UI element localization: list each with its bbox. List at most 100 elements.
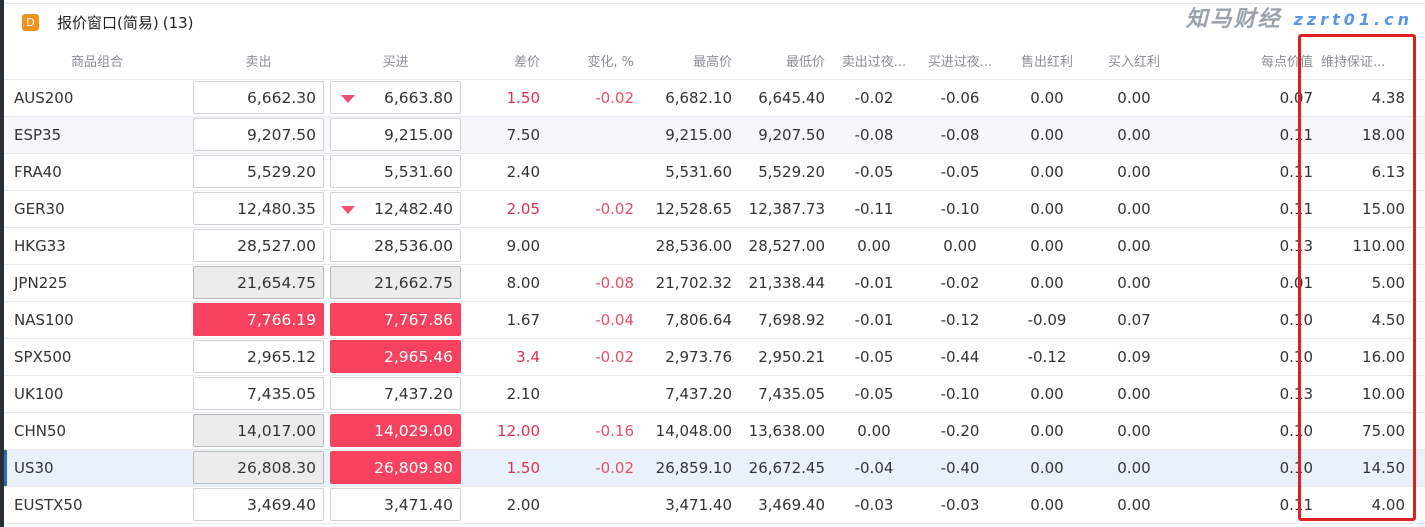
sell-price-button-value: 12,480.35 <box>237 199 316 218</box>
margin: 15.00 <box>1319 190 1425 228</box>
symbol[interactable]: SPX500 <box>4 338 190 376</box>
column-header-high[interactable]: 最高价 <box>640 42 738 80</box>
sell-price-button[interactable]: 26,808.30 <box>193 451 324 484</box>
sell-price-button[interactable]: 7,435.05 <box>193 377 324 410</box>
point-value: 0.10 <box>1177 338 1319 376</box>
column-header-low[interactable]: 最低价 <box>738 42 831 80</box>
buy-price-button[interactable]: 3,471.40 <box>330 488 461 521</box>
table-row[interactable]: US30 26,808.30 26,809.80 1.50 -0.02 26,859.10… <box>4 449 1425 487</box>
symbol[interactable]: CHN50 <box>4 412 190 450</box>
symbol[interactable]: GER30 <box>4 190 190 228</box>
buy-price-button[interactable]: 12,482.40 <box>330 192 461 225</box>
buy-price-button-value: 7,767.86 <box>383 310 453 329</box>
buy-dividend-value: 0.00 <box>1117 125 1151 144</box>
sell-price-button[interactable]: 14,017.00 <box>193 414 324 447</box>
table-row[interactable]: AUS200 6,662.30 6,663.80 1.50 -0.02 6,682.10 6… <box>4 79 1425 117</box>
column-header-point-value[interactable]: 每点价值 <box>1177 42 1319 80</box>
buy-dividend-value: 0.09 <box>1117 347 1151 366</box>
buy-price-button[interactable]: 5,531.60 <box>330 155 461 188</box>
table-row[interactable]: JPN225 21,654.75 21,662.75 8.00 -0.08 21,702.… <box>4 264 1425 302</box>
table-row[interactable]: SPX500 2,965.12 2,965.46 3.4 -0.02 2,973.76 2,… <box>4 338 1425 376</box>
window-badge-icon: D <box>22 14 39 31</box>
buy-price-button[interactable]: 6,663.80 <box>330 81 461 114</box>
column-header-spread[interactable]: 差价 <box>464 42 546 80</box>
table-row[interactable]: FRA40 5,529.20 5,531.60 2.40 5,531.60 5,529.2… <box>4 153 1425 191</box>
buy-price-button-value: 9,215.00 <box>383 125 453 144</box>
sell-price-button[interactable]: 2,965.12 <box>193 340 324 373</box>
spread-value: 1.50 <box>506 88 540 107</box>
symbol[interactable]: EUSTX50 <box>4 486 190 524</box>
sell-price-button[interactable]: 6,662.30 <box>193 81 324 114</box>
column-header-buy-dividend[interactable]: 买入红利 <box>1091 42 1177 80</box>
spread: 2.40 <box>464 153 546 191</box>
symbol[interactable]: NAS100 <box>4 301 190 339</box>
low-price-value: 12,387.73 <box>748 199 825 218</box>
column-header-sell-dividend[interactable]: 售出红利 <box>1003 42 1091 80</box>
buy-dividend: 0.09 <box>1091 338 1177 376</box>
sell-price-button-value: 7,435.05 <box>246 384 316 403</box>
sell-price-button[interactable]: 7,766.19 <box>193 303 324 336</box>
symbol[interactable]: US30 <box>4 449 190 487</box>
high-price: 21,702.32 <box>640 264 738 302</box>
column-header-change[interactable]: 变化, % <box>546 42 640 80</box>
sell-price-button[interactable]: 21,654.75 <box>193 266 324 299</box>
margin: 5.00 <box>1319 264 1425 302</box>
margin: 110.00 <box>1319 227 1425 265</box>
table-row[interactable]: NAS100 7,766.19 7,767.86 1.67 -0.04 7,806.64 7… <box>4 301 1425 339</box>
sell-swap-value: -0.02 <box>854 88 894 107</box>
table-row[interactable]: UK100 7,435.05 7,437.20 2.10 7,437.20 7,435.0… <box>4 375 1425 413</box>
column-header-buy[interactable]: 买进 <box>327 42 464 80</box>
symbol[interactable]: AUS200 <box>4 79 190 117</box>
sell-dividend-value: 0.00 <box>1030 199 1064 218</box>
table-row[interactable]: GER30 12,480.35 12,482.40 2.05 -0.02 12,528.6… <box>4 190 1425 228</box>
sell-dividend-value: 0.00 <box>1030 273 1064 292</box>
symbol[interactable]: ESP35 <box>4 116 190 154</box>
high-price: 5,531.60 <box>640 153 738 191</box>
symbol[interactable]: FRA40 <box>4 153 190 191</box>
column-header-sell-swap[interactable]: 卖出过夜... <box>831 42 917 80</box>
sell-swap: 0.00 <box>831 227 917 265</box>
table-row[interactable]: HKG33 28,527.00 28,536.00 9.00 28,536.00 28,5… <box>4 227 1425 265</box>
symbol[interactable]: JPN225 <box>4 264 190 302</box>
buy-dividend: 0.00 <box>1091 412 1177 450</box>
spread-value: 3.4 <box>516 347 540 366</box>
buy-price-button[interactable]: 7,767.86 <box>330 303 461 336</box>
buy-price-button[interactable]: 7,437.20 <box>330 377 461 410</box>
column-header-margin[interactable]: 维持保证... <box>1319 42 1425 80</box>
spread: 9.00 <box>464 227 546 265</box>
sell-swap: -0.04 <box>831 449 917 487</box>
spread-value: 12.00 <box>497 421 540 440</box>
point-value-value: 0.11 <box>1279 125 1313 144</box>
sell-price-button[interactable]: 5,529.20 <box>193 155 324 188</box>
table-row[interactable]: ESP35 9,207.50 9,215.00 7.50 9,215.00 9,207.5… <box>4 116 1425 154</box>
buy-dividend: 0.00 <box>1091 153 1177 191</box>
sell-price-button[interactable]: 12,480.35 <box>193 192 324 225</box>
sell-price-button[interactable]: 28,527.00 <box>193 229 324 262</box>
sell-price-button-value: 26,808.30 <box>237 458 316 477</box>
table-row[interactable]: EUSTX50 3,469.40 3,471.40 2.00 3,471.40 3,469… <box>4 486 1425 524</box>
buy-price-button[interactable]: 26,809.80 <box>330 451 461 484</box>
symbol[interactable]: HKG33 <box>4 227 190 265</box>
column-header-sell[interactable]: 卖出 <box>190 42 327 80</box>
buy-price-button[interactable]: 28,536.00 <box>330 229 461 262</box>
column-header-symbol[interactable]: 商品组合 <box>4 42 190 80</box>
sell-swap-value: 0.00 <box>857 236 891 255</box>
sell-swap: -0.08 <box>831 116 917 154</box>
buy-price-button[interactable]: 2,965.46 <box>330 340 461 373</box>
column-header-buy-swap[interactable]: 买进过夜... <box>917 42 1003 80</box>
low-price-value: 2,950.21 <box>758 347 825 366</box>
buy-swap: -0.40 <box>917 449 1003 487</box>
low-price-value: 7,435.05 <box>758 384 825 403</box>
buy-price-button[interactable]: 21,662.75 <box>330 266 461 299</box>
margin: 18.00 <box>1319 116 1425 154</box>
buy-price-button[interactable]: 14,029.00 <box>330 414 461 447</box>
change-percent: -0.04 <box>546 301 640 339</box>
symbol[interactable]: UK100 <box>4 375 190 413</box>
table-row[interactable]: CHN50 14,017.00 14,029.00 12.00 -0.16 14,048.… <box>4 412 1425 450</box>
sell-price-button[interactable]: 3,469.40 <box>193 488 324 521</box>
buy-dividend: 0.00 <box>1091 190 1177 228</box>
buy-price-button[interactable]: 9,215.00 <box>330 118 461 151</box>
spread-value: 9.00 <box>506 236 540 255</box>
sell-price-button[interactable]: 9,207.50 <box>193 118 324 151</box>
buy-dividend: 0.00 <box>1091 79 1177 117</box>
